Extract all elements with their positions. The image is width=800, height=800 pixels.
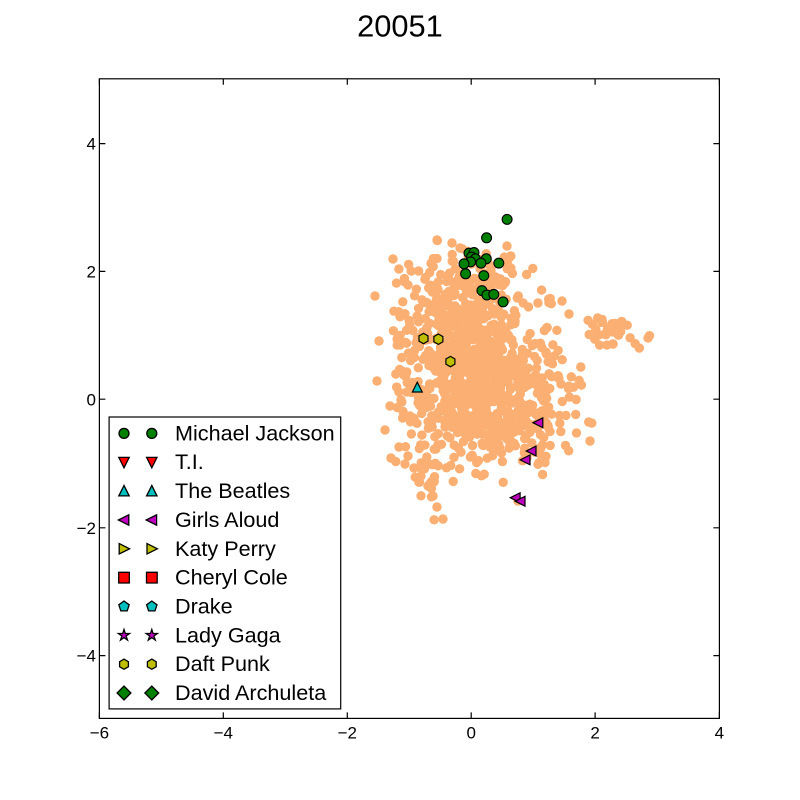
svg-text:0: 0 xyxy=(87,390,96,409)
svg-text:The Beatles: The Beatles xyxy=(175,478,290,503)
svg-text:Cheryl Cole: Cheryl Cole xyxy=(175,565,288,590)
svg-text:4: 4 xyxy=(87,135,96,154)
svg-text:−4: −4 xyxy=(77,647,96,666)
svg-text:−6: −6 xyxy=(90,724,109,743)
svg-text:2: 2 xyxy=(87,263,96,282)
svg-text:2: 2 xyxy=(590,724,599,743)
svg-text:20051: 20051 xyxy=(357,9,443,44)
svg-text:David Archuleta: David Archuleta xyxy=(175,680,327,705)
svg-text:−2: −2 xyxy=(77,519,96,538)
svg-text:Katy Perry: Katy Perry xyxy=(175,536,276,561)
svg-text:0: 0 xyxy=(466,724,475,743)
svg-text:Drake: Drake xyxy=(175,594,233,619)
svg-text:Girls Aloud: Girls Aloud xyxy=(175,507,279,532)
svg-text:−4: −4 xyxy=(214,724,233,743)
svg-text:4: 4 xyxy=(715,724,724,743)
svg-text:Michael Jackson: Michael Jackson xyxy=(175,420,335,445)
svg-text:T.I.: T.I. xyxy=(175,449,204,474)
svg-text:Lady Gaga: Lady Gaga xyxy=(175,622,282,647)
svg-text:−2: −2 xyxy=(338,724,357,743)
svg-text:Daft Punk: Daft Punk xyxy=(175,651,270,676)
